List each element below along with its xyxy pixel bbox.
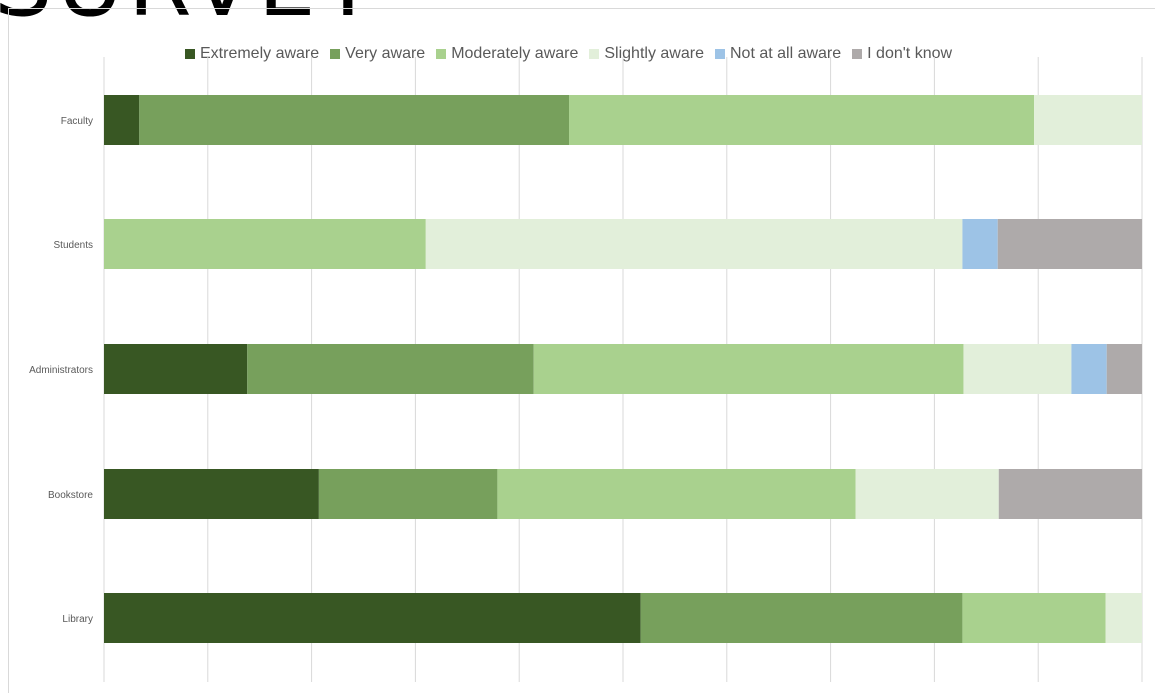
legend-swatch (852, 49, 863, 59)
legend-swatch (436, 49, 447, 59)
bar-administrators-very-aware (247, 344, 534, 394)
bar-administrators-moderately-aware (533, 344, 964, 394)
bar-bookstore-extremely-aware (104, 469, 319, 519)
legend-item-moderately-aware: Moderately aware (436, 45, 578, 63)
bar-library-slightly-aware (1105, 593, 1142, 643)
category-label-administrators: Administrators (29, 365, 93, 376)
bar-administrators-slightly-aware (963, 344, 1072, 394)
chart-area (8, 8, 1155, 693)
legend-item-very-aware: Very aware (330, 45, 425, 63)
legend-label: Extremely aware (200, 45, 320, 62)
bar-administrators-extremely-aware (104, 344, 248, 394)
bar-library-very-aware (640, 593, 963, 643)
category-label-students: Students (54, 240, 93, 251)
legend-swatch (714, 49, 725, 59)
legend-label: Not at all aware (729, 45, 842, 62)
legend-item-slightly-aware: Slightly aware (589, 45, 704, 63)
legend-item-i-don-t-know: I don't know (852, 45, 952, 63)
bar-faculty-slightly-aware (1034, 95, 1142, 145)
legend-label: Very aware (345, 45, 426, 62)
category-label-faculty: Faculty (61, 116, 93, 127)
category-label-library: Library (62, 614, 93, 625)
slide-title: SURVEY (0, 0, 380, 30)
bar-library-extremely-aware (104, 593, 641, 643)
legend-item-extremely-aware: Extremely aware (185, 45, 319, 63)
bar-bookstore-very-aware (318, 469, 498, 519)
bar-students-slightly-aware (425, 219, 963, 269)
chart-legend: Extremely aware Very aware Moderately awar… (185, 43, 963, 65)
legend-label: Moderately aware (451, 45, 579, 62)
bar-bookstore-i-don-t-know (998, 469, 1142, 519)
bar-students-not-at-all-aware (962, 219, 998, 269)
bar-students-moderately-aware (104, 219, 426, 269)
bar-faculty-extremely-aware (104, 95, 140, 145)
bar-administrators-i-don-t-know (1106, 344, 1142, 394)
bar-students-i-don-t-know (997, 219, 1142, 269)
bar-faculty-moderately-aware (569, 95, 1035, 145)
bar-bookstore-moderately-aware (497, 469, 856, 519)
legend-swatch (185, 49, 195, 59)
bar-library-moderately-aware (962, 593, 1106, 643)
bar-bookstore-slightly-aware (855, 469, 999, 519)
legend-swatch (330, 49, 341, 59)
legend-swatch (589, 49, 600, 59)
legend-label: I don't know (867, 45, 953, 62)
legend-item-not-at-all-aware: Not at all aware (714, 45, 842, 63)
bar-faculty-very-aware (139, 95, 570, 145)
category-label-bookstore: Bookstore (48, 490, 93, 501)
legend-label: Slightly aware (604, 45, 704, 62)
bar-administrators-not-at-all-aware (1071, 344, 1107, 394)
